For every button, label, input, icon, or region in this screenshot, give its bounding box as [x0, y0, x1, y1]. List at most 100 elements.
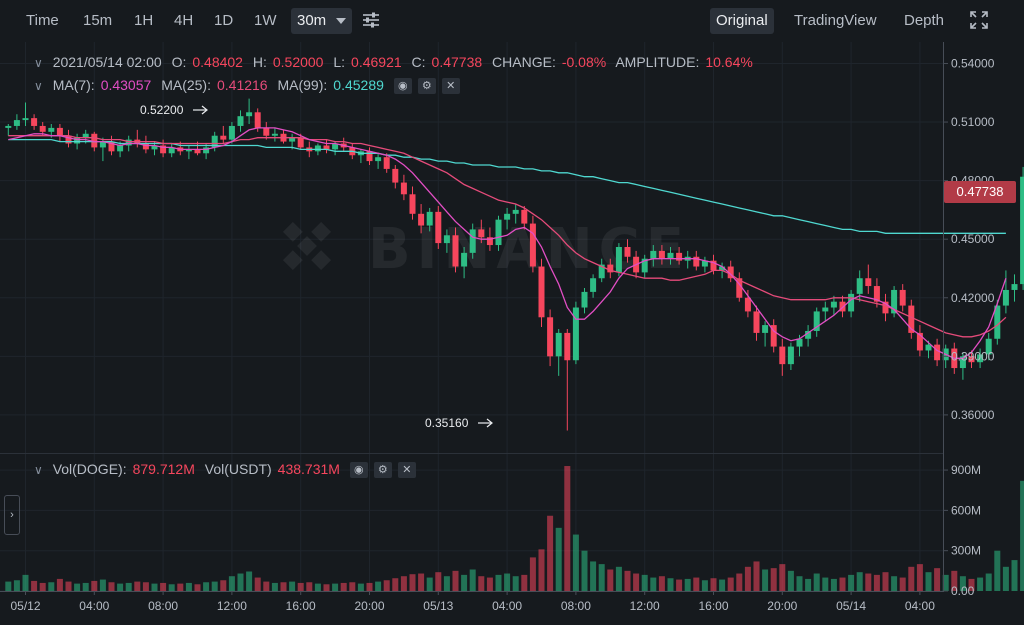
volume-bar: [297, 582, 304, 591]
low-arrow-icon: [478, 418, 493, 428]
volume-bar: [323, 584, 330, 591]
volume-bar: [65, 581, 72, 591]
volume-bar: [882, 572, 889, 591]
volume-bar: [1011, 560, 1018, 591]
interval-1w[interactable]: 1W: [254, 12, 277, 29]
volume-bar: [108, 582, 115, 591]
volume-bar: [856, 572, 863, 591]
candle-body: [117, 145, 124, 152]
volume-bar: [873, 574, 880, 591]
gear-icon[interactable]: ⚙: [373, 462, 392, 479]
volume-bar: [693, 577, 700, 591]
eye-icon[interactable]: ◉: [393, 78, 412, 95]
gear-icon[interactable]: ⚙: [417, 78, 436, 95]
price-candles: [5, 98, 1024, 431]
fullscreen-icon[interactable]: [970, 11, 988, 29]
ma25-label: MA(25):: [161, 77, 211, 93]
candle-body: [220, 135, 227, 140]
volume-bar: [246, 571, 253, 591]
candle-body: [314, 145, 321, 152]
interval-1d[interactable]: 1D: [214, 12, 234, 29]
change-label: CHANGE:: [492, 54, 556, 70]
ma7-label: MA(7):: [52, 77, 95, 93]
candle-body: [185, 149, 192, 152]
candle-body: [478, 229, 485, 238]
settings-sliders-icon[interactable]: [362, 11, 380, 29]
close-icon[interactable]: ✕: [397, 462, 416, 479]
candle-body: [934, 344, 941, 361]
volume-bar: [555, 527, 562, 591]
volume-bar: [469, 569, 476, 591]
candle-body: [839, 301, 846, 312]
candle-body: [297, 137, 304, 148]
vol-usdt-value: 438.731M: [277, 461, 340, 477]
candle-body: [495, 219, 502, 246]
price-tick-label: 0.39000: [951, 349, 995, 363]
candle-body: [125, 139, 132, 146]
candle-body: [882, 301, 889, 314]
candle-body: [375, 157, 382, 162]
interval-4h[interactable]: 4H: [174, 12, 194, 29]
candle-body: [779, 346, 786, 365]
volume-bar: [228, 576, 235, 591]
candle-body: [813, 311, 820, 331]
volume-bar: [572, 534, 579, 591]
price-tick-label: 0.36000: [951, 408, 995, 422]
view-original[interactable]: Original: [710, 8, 774, 34]
volume-bar: [865, 573, 872, 591]
view-tradingview[interactable]: TradingView: [794, 12, 877, 29]
chevron-down-icon[interactable]: ∨: [34, 56, 43, 70]
interval-1h[interactable]: 1H: [134, 12, 154, 29]
time-tick-label: 05/12: [10, 599, 40, 613]
chevron-down-icon[interactable]: ∨: [34, 79, 43, 93]
eye-icon[interactable]: ◉: [349, 462, 368, 479]
time-tick-label: 08:00: [561, 599, 591, 613]
volume-bar: [418, 573, 425, 591]
candle-body: [555, 332, 562, 357]
volume-bar: [908, 566, 915, 591]
volume-bar: [194, 584, 201, 591]
volume-bar: [830, 578, 837, 591]
chevron-down-icon[interactable]: ∨: [34, 463, 43, 477]
candle-body: [547, 317, 554, 357]
candle-body: [194, 149, 201, 154]
volume-bar: [521, 574, 528, 591]
low-label: L:: [333, 54, 346, 70]
candle-body: [426, 211, 433, 226]
chevron-right-icon: ›: [10, 509, 14, 521]
vol-usdt-label: Vol(USDT): [204, 461, 272, 477]
candle-body: [529, 223, 536, 267]
candle-body: [796, 338, 803, 347]
candle-body: [443, 235, 450, 244]
candle-body: [142, 143, 149, 150]
candle-body: [693, 256, 700, 267]
volume-bar: [160, 582, 167, 591]
candle-body: [719, 266, 726, 271]
side-panel-toggle[interactable]: ›: [4, 495, 20, 535]
interval-dropdown[interactable]: 30m: [291, 8, 353, 34]
interval-time[interactable]: Time: [26, 12, 59, 29]
candle-body: [865, 278, 872, 287]
volume-bar: [839, 577, 846, 591]
volume-bar: [211, 581, 218, 591]
open-label: O:: [171, 54, 187, 70]
volume-bar: [744, 566, 751, 591]
volume-bar: [271, 582, 278, 591]
interval-15m[interactable]: 15m: [83, 12, 113, 29]
candle-body: [323, 145, 330, 150]
volume-bar: [435, 572, 442, 591]
candle-body: [65, 135, 72, 144]
candle-body: [572, 307, 579, 361]
candle-body: [736, 278, 743, 298]
volume-tick-label: 0.00: [951, 584, 975, 598]
view-depth[interactable]: Depth: [904, 12, 945, 29]
close-icon[interactable]: ✕: [441, 78, 460, 95]
volume-bar: [564, 466, 571, 591]
ohlc-row: ∨ 2021/05/14 02:00 O: 0.48402 H: 0.52000 L…: [34, 53, 759, 71]
candle-body: [994, 305, 1001, 339]
volume-bar: [977, 577, 984, 591]
volume-bar: [590, 561, 597, 591]
volume-bar: [495, 574, 502, 591]
volume-bar: [504, 573, 511, 591]
